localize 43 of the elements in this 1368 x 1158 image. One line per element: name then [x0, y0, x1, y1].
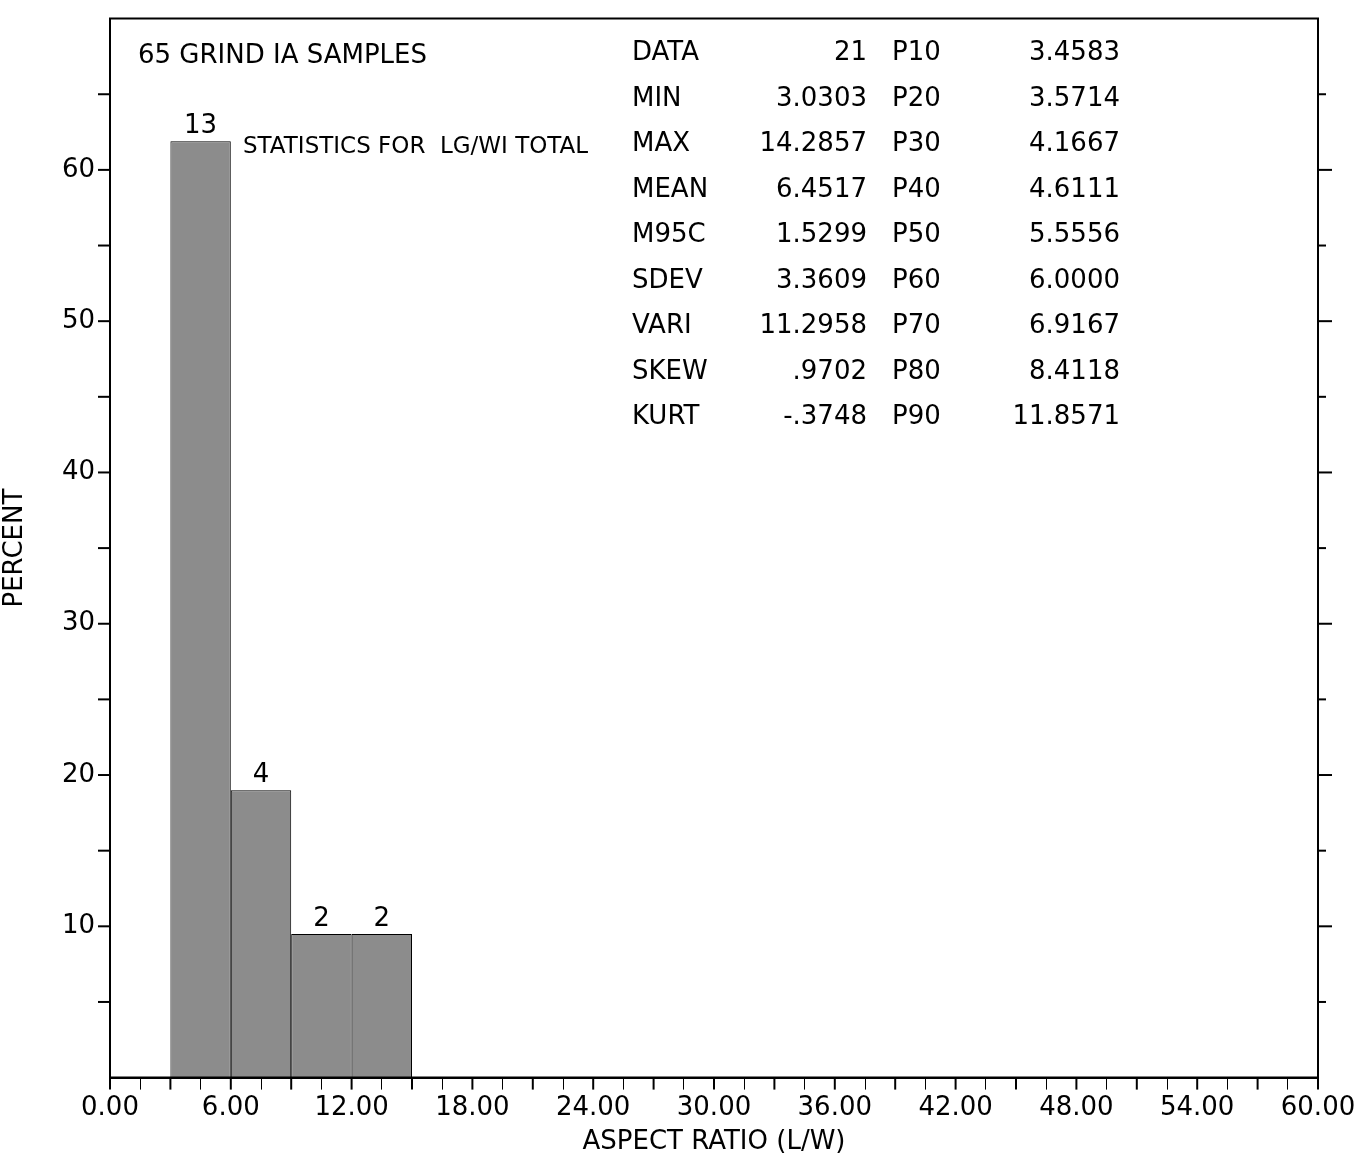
text: M95C 1.5299	[632, 218, 867, 249]
y-axis-title: PERCENT	[0, 488, 29, 608]
text: MEAN 6.4517	[632, 172, 867, 203]
text: STATISTICS FOR LG/WI TOTAL	[243, 131, 589, 158]
x-tick-label: 30.00	[676, 1090, 752, 1121]
text: MAX 14.2857	[632, 127, 867, 158]
annotation: 2	[313, 901, 330, 932]
x-tick-label: 60.00	[1280, 1090, 1356, 1121]
annotation: 2	[373, 901, 391, 932]
text: P10 3.4583	[892, 36, 1120, 67]
text: VARI 11.2958	[632, 309, 867, 340]
text: P80 8.4118	[892, 354, 1120, 385]
text: 65 GRIND IA SAMPLES	[138, 39, 427, 70]
text: P60 6.0000	[892, 263, 1120, 294]
x-tick-label: 54.00	[1159, 1090, 1235, 1121]
y-tick-label: 30	[61, 606, 95, 637]
text: P40 4.6111	[892, 172, 1120, 203]
y-tick-label: 60	[61, 152, 95, 183]
x-tick-label: 48.00	[1039, 1090, 1114, 1121]
y-tick-label: 40	[61, 455, 95, 486]
text: P50 5.5556	[892, 218, 1120, 249]
x-tick-label: 0.00	[81, 1090, 139, 1121]
text: DATA 21	[632, 36, 867, 67]
y-tick-label: 50	[61, 303, 95, 334]
x-tick-label: 24.00	[555, 1090, 631, 1121]
x-tick-label: 6.00	[201, 1090, 260, 1121]
annotation: 4	[252, 757, 270, 788]
y-tick-label: 10	[61, 909, 95, 940]
text: P70 6.9167	[892, 309, 1120, 340]
x-tick-label: 36.00	[797, 1090, 873, 1121]
x-tick-label: 18.00	[435, 1090, 510, 1121]
text: P30 4.1667	[892, 127, 1120, 158]
annotation: 13	[184, 108, 218, 139]
x-tick-label: 42.00	[918, 1090, 993, 1121]
x-tick-label: 12.00	[314, 1090, 389, 1121]
text: SDEV 3.3609	[632, 263, 867, 294]
text: MIN 3.0303	[632, 81, 867, 112]
text: P20 3.5714	[892, 81, 1120, 112]
y-tick-label: 20	[61, 757, 95, 788]
text: SKEW .9702	[632, 354, 867, 385]
x-axis-title: ASPECT RATIO (L/W)	[582, 1125, 846, 1156]
text: KURT -.3748	[632, 400, 867, 431]
text: P90 11.8571	[892, 400, 1120, 431]
